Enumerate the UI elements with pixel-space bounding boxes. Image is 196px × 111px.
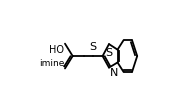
Text: N: N [110, 68, 118, 78]
Text: HO: HO [49, 45, 64, 55]
Text: S: S [105, 48, 113, 58]
Text: S: S [90, 42, 97, 52]
Text: imine: imine [39, 59, 64, 68]
